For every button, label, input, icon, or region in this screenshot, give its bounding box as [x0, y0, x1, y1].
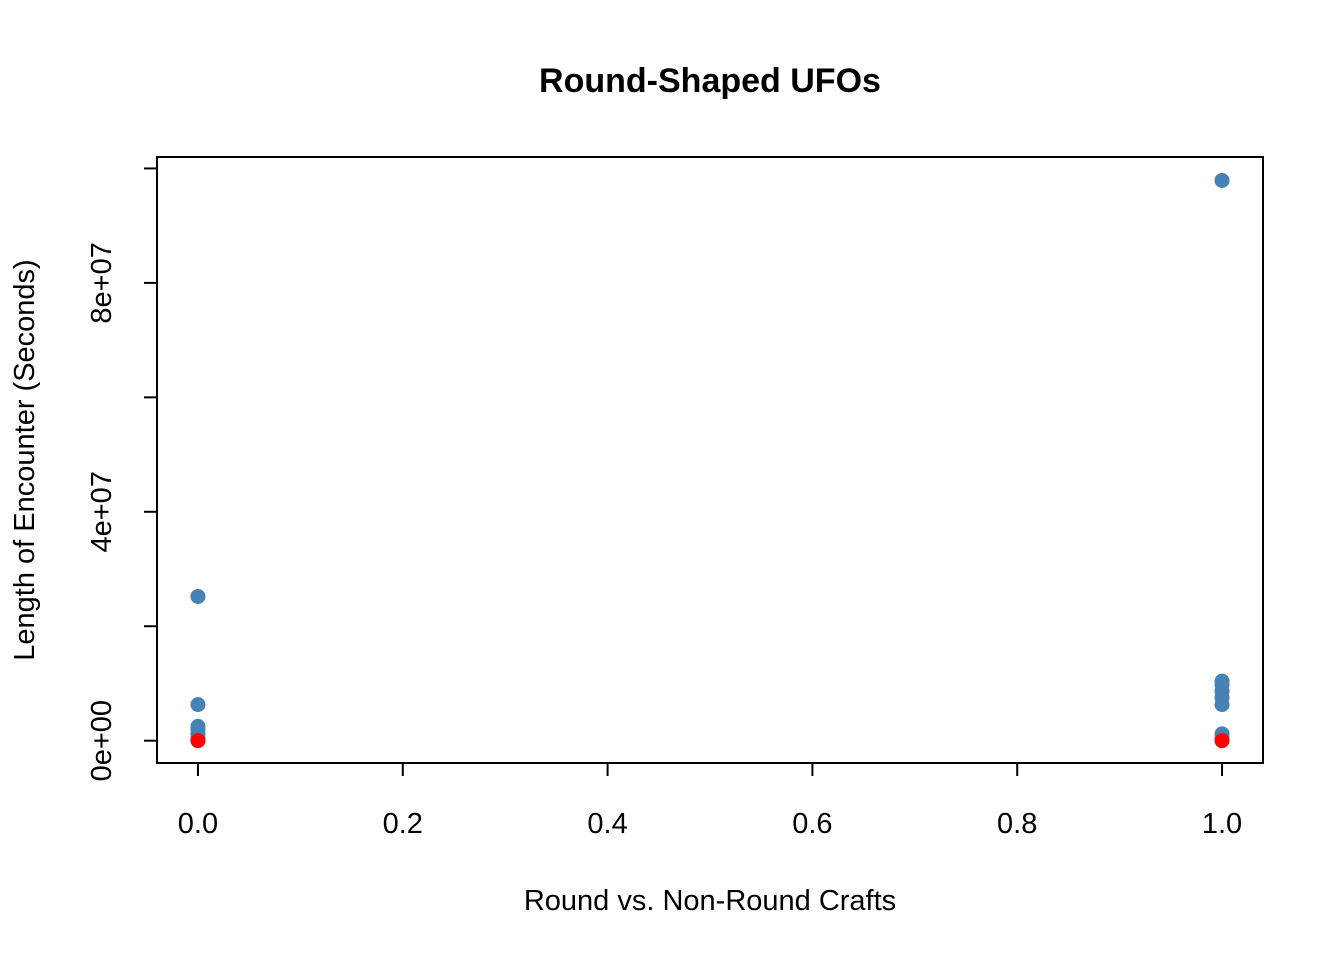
x-tick-label: 1.0	[1202, 808, 1242, 840]
x-tick-label: 0.2	[383, 808, 423, 840]
data-point	[1214, 172, 1230, 188]
x-axis-label: Round vs. Non-Round Crafts	[524, 885, 896, 917]
y-tick-label: 4e+07	[86, 471, 118, 552]
x-tick-label: 0.6	[792, 808, 832, 840]
x-tick-label: 0.4	[587, 808, 627, 840]
y-tick-label: 8e+07	[86, 242, 118, 323]
data-point	[1214, 697, 1230, 713]
plot-area-frame	[156, 156, 1264, 764]
y-axis: 0e+00 4e+07 8e+07	[86, 167, 158, 781]
x-axis: 0.0 0.2 0.4 0.6 0.8 1.0	[178, 762, 1242, 840]
data-points	[190, 172, 1230, 749]
data-point	[1214, 733, 1230, 749]
x-tick-label: 0.8	[997, 808, 1037, 840]
chart-title: Round-Shaped UFOs	[539, 62, 881, 100]
y-tick-label: 0e+00	[86, 700, 118, 781]
data-point	[190, 697, 206, 713]
x-tick-label: 0.0	[178, 808, 218, 840]
y-axis-label: Length of Encounter (Seconds)	[9, 259, 41, 660]
data-point	[190, 588, 206, 604]
data-point	[190, 733, 206, 749]
